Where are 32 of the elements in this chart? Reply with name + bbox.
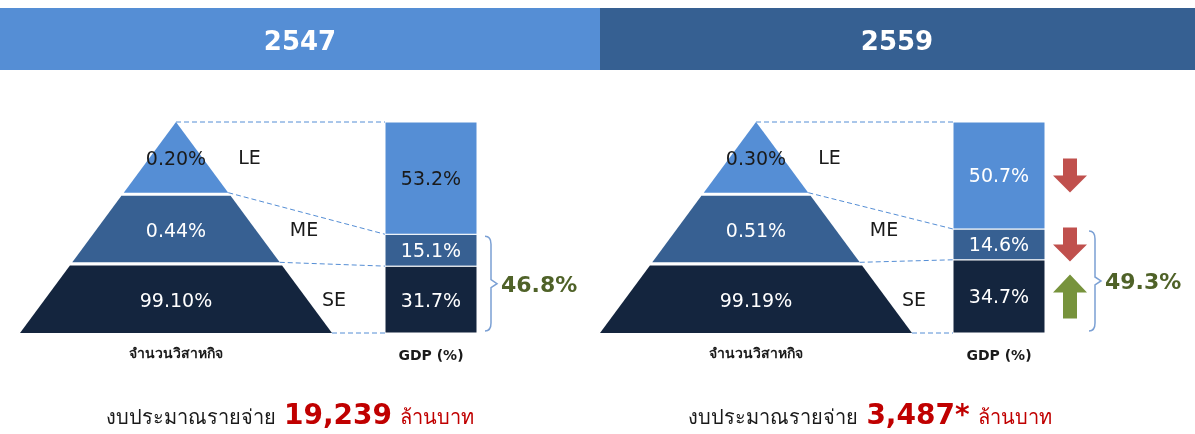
- category-label: LE: [818, 146, 841, 169]
- category-label: ME: [289, 218, 319, 241]
- text: ล้านบาท: [977, 405, 1052, 429]
- text: 99.10%: [139, 289, 213, 312]
- text: 0.30%: [725, 147, 787, 170]
- text: 49.3%: [1105, 268, 1182, 294]
- text: 99.19%: [719, 289, 793, 312]
- text: 0.44%: [145, 219, 207, 242]
- category-label: ME: [869, 218, 899, 241]
- text: 3,487*: [866, 398, 970, 431]
- text: 0.51%: [725, 219, 787, 242]
- text: 2547: [263, 26, 337, 56]
- text: งบประมาณรายจ่าย: [688, 405, 859, 429]
- category-label: SE: [902, 288, 927, 311]
- data-label: 53.2%: [400, 167, 462, 190]
- text: 0.20%: [145, 147, 207, 170]
- data-label: 31.7%: [400, 288, 462, 311]
- data-label: 50.7%: [968, 164, 1030, 187]
- text: 46.8%: [501, 271, 578, 297]
- category-label: LE: [238, 146, 261, 169]
- x-axis-title: GDP (%): [398, 347, 464, 363]
- data-label: 34.7%: [968, 285, 1030, 308]
- text: 2559: [860, 26, 934, 56]
- text: จำนวนวิสาหกิจ: [129, 345, 223, 361]
- data-label: 14.6%: [968, 233, 1030, 256]
- text: จำนวนวิสาหกิจ: [709, 345, 803, 361]
- category-label: SE: [322, 288, 347, 311]
- x-axis-title: GDP (%): [966, 347, 1032, 363]
- text: ล้านบาท: [400, 405, 475, 429]
- text: 19,239: [283, 398, 393, 431]
- data-label: 15.1%: [400, 239, 462, 262]
- text: งบประมาณรายจ่าย: [105, 405, 276, 429]
